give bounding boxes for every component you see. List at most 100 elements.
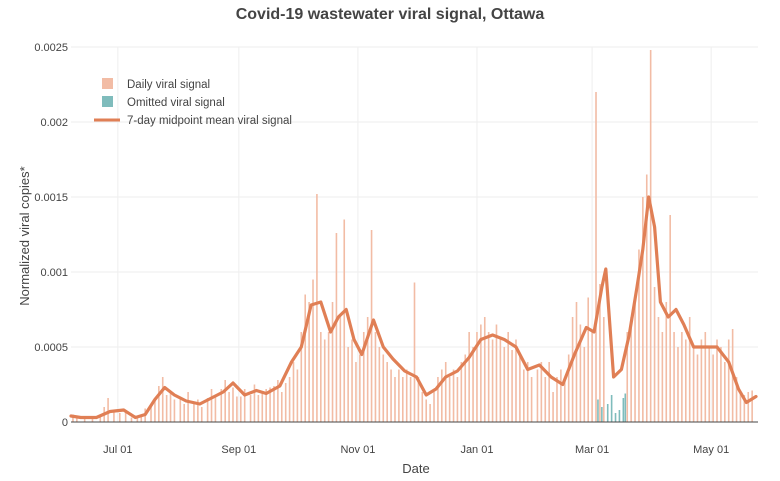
bars-layer bbox=[72, 50, 753, 422]
daily-bar bbox=[140, 414, 143, 422]
daily-bar bbox=[409, 377, 412, 422]
daily-bar bbox=[677, 347, 679, 422]
daily-bar bbox=[165, 395, 168, 422]
daily-bar bbox=[571, 317, 574, 422]
y-tick-label: 0.002 bbox=[40, 117, 68, 129]
daily-bar bbox=[288, 377, 291, 422]
daily-bar bbox=[284, 383, 287, 422]
y-axis-title: Normalized viral copies* bbox=[17, 166, 32, 305]
daily-bar bbox=[704, 332, 707, 422]
x-tick-label: May 01 bbox=[693, 444, 729, 456]
y-tick-label: 0.0025 bbox=[34, 42, 68, 54]
legend-swatch-omitted bbox=[102, 96, 113, 107]
daily-bar bbox=[673, 332, 675, 422]
daily-bar bbox=[308, 302, 310, 422]
daily-bar bbox=[386, 362, 388, 422]
daily-bar bbox=[684, 339, 687, 422]
daily-bar bbox=[265, 389, 267, 422]
daily-bar bbox=[401, 377, 404, 422]
daily-bar bbox=[464, 354, 467, 422]
daily-bar bbox=[130, 417, 133, 422]
daily-bar bbox=[154, 398, 156, 422]
daily-bar bbox=[441, 369, 443, 422]
daily-bar bbox=[323, 339, 326, 422]
daily-bar bbox=[526, 362, 529, 422]
daily-bar bbox=[433, 392, 435, 422]
daily-bar bbox=[649, 50, 652, 422]
daily-bar bbox=[626, 332, 629, 422]
daily-bar bbox=[425, 399, 428, 422]
daily-bar bbox=[495, 324, 498, 422]
chart-title: Covid-19 wastewater viral signal, Ottawa bbox=[236, 6, 545, 23]
daily-bar bbox=[206, 398, 209, 422]
daily-bar bbox=[187, 392, 189, 422]
legend[interactable]: Daily viral signal Omitted viral signal … bbox=[94, 78, 292, 127]
daily-bar bbox=[657, 317, 660, 422]
daily-bar bbox=[540, 362, 543, 422]
daily-bar bbox=[269, 387, 271, 422]
daily-bar bbox=[76, 416, 78, 422]
daily-bar bbox=[591, 332, 593, 422]
omitted-bar bbox=[597, 399, 599, 422]
daily-bar bbox=[456, 377, 459, 422]
daily-bar bbox=[253, 384, 256, 422]
daily-bar bbox=[583, 347, 586, 422]
daily-bar bbox=[124, 411, 127, 422]
daily-bar bbox=[398, 369, 400, 422]
daily-bar bbox=[327, 332, 330, 422]
daily-bar bbox=[107, 398, 109, 422]
daily-bar bbox=[169, 392, 172, 422]
daily-bar bbox=[507, 332, 509, 422]
daily-bar bbox=[575, 302, 578, 422]
daily-bar bbox=[405, 369, 408, 422]
daily-bar bbox=[228, 392, 230, 422]
daily-bar bbox=[452, 369, 455, 422]
daily-bar bbox=[515, 339, 517, 422]
daily-bar bbox=[587, 297, 590, 422]
omitted-bar bbox=[610, 395, 613, 422]
daily-bar bbox=[681, 332, 683, 422]
legend-item-mean[interactable]: 7-day midpoint mean viral signal bbox=[94, 115, 292, 127]
daily-bar bbox=[214, 395, 217, 422]
daily-bar bbox=[197, 399, 199, 422]
daily-bar bbox=[331, 302, 334, 422]
daily-bar bbox=[232, 387, 234, 422]
legend-item-omitted[interactable]: Omitted viral signal bbox=[102, 96, 225, 109]
daily-bar bbox=[136, 416, 139, 422]
daily-bar bbox=[161, 377, 164, 422]
daily-bar bbox=[359, 354, 361, 422]
x-tick-label: Nov 01 bbox=[340, 444, 375, 456]
daily-bar bbox=[487, 332, 490, 422]
daily-bar bbox=[579, 324, 582, 422]
daily-bar bbox=[642, 197, 644, 422]
daily-bar bbox=[374, 332, 377, 422]
daily-bar bbox=[724, 362, 726, 422]
daily-bar bbox=[335, 233, 338, 422]
daily-bar bbox=[468, 332, 470, 422]
daily-bar bbox=[511, 350, 513, 422]
daily-bar bbox=[243, 389, 246, 422]
daily-bar bbox=[224, 380, 226, 422]
daily-bar bbox=[556, 377, 558, 422]
daily-bar bbox=[444, 362, 447, 422]
daily-bar bbox=[519, 354, 521, 422]
daily-bar bbox=[304, 294, 307, 422]
daily-bar bbox=[480, 324, 482, 422]
daily-bar bbox=[366, 317, 369, 422]
daily-bar bbox=[417, 377, 420, 422]
omitted-bar bbox=[618, 410, 621, 422]
daily-bar bbox=[280, 392, 283, 422]
daily-bar bbox=[688, 317, 691, 422]
daily-bar bbox=[483, 317, 486, 422]
x-axis-title: Date bbox=[402, 461, 429, 476]
daily-bar bbox=[83, 417, 86, 422]
daily-bar bbox=[735, 377, 738, 422]
daily-bar bbox=[692, 347, 695, 422]
daily-bar bbox=[320, 332, 322, 422]
daily-bar bbox=[661, 332, 664, 422]
daily-bar bbox=[437, 377, 439, 422]
legend-item-daily[interactable]: Daily viral signal bbox=[102, 78, 210, 91]
daily-bar bbox=[429, 404, 431, 422]
daily-bar bbox=[595, 92, 597, 422]
